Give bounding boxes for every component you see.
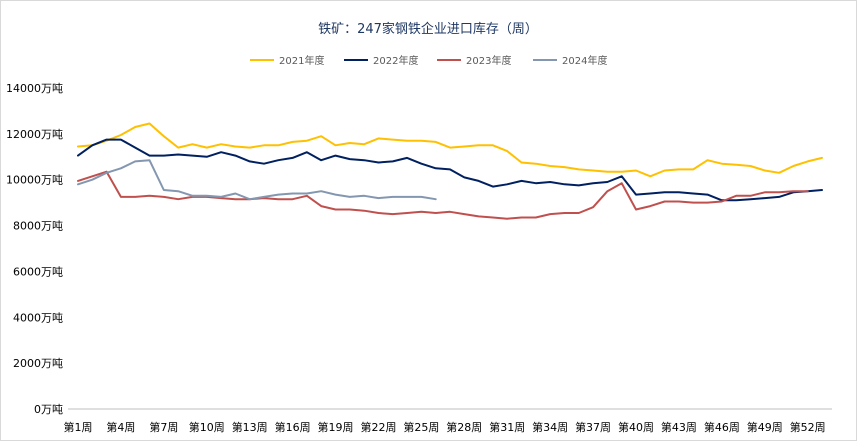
y-tick-label: 10000万吨 bbox=[6, 174, 63, 187]
legend-label: 2024年度 bbox=[562, 54, 607, 67]
x-tick-label: 第49周 bbox=[747, 420, 783, 434]
y-tick-label: 14000万吨 bbox=[6, 82, 63, 95]
x-tick-label: 第34周 bbox=[532, 420, 568, 434]
y-tick-label: 6000万吨 bbox=[13, 265, 63, 278]
chart-legend: 2021年度 2022年度 2023年度 2024年度 bbox=[250, 54, 607, 67]
x-tick-label: 第16周 bbox=[275, 420, 311, 434]
x-tick-label: 第10周 bbox=[189, 420, 225, 434]
y-tick-label: 12000万吨 bbox=[6, 128, 63, 141]
x-tick-label: 第19周 bbox=[318, 420, 354, 434]
x-tick-label: 第46周 bbox=[704, 420, 740, 434]
x-tick-label: 第28周 bbox=[446, 420, 482, 434]
legend-label: 2023年度 bbox=[466, 54, 511, 67]
y-axis: 0万吨 2000万吨 4000万吨 6000万吨 8000万吨 10000万吨 12000万… bbox=[6, 82, 63, 416]
legend-item: 2022年度 bbox=[344, 54, 418, 67]
x-tick-label: 第13周 bbox=[232, 420, 268, 434]
series-line bbox=[77, 122, 823, 178]
legend-item: 2021年度 bbox=[250, 54, 324, 67]
x-tick-label: 第43周 bbox=[661, 420, 697, 434]
x-tick-label: 第37周 bbox=[575, 420, 611, 434]
x-tick-label: 第52周 bbox=[790, 420, 826, 434]
legend-item: 2023年度 bbox=[437, 54, 511, 67]
legend-label: 2022年度 bbox=[373, 54, 418, 67]
x-tick-label: 第25周 bbox=[403, 420, 439, 434]
series-line bbox=[77, 159, 437, 201]
legend-item: 2024年度 bbox=[533, 54, 607, 67]
x-axis: 第1周 第4周 第7周 第10周 第13周 第16周 第19周 第22周 第25周 第28周 第31… bbox=[64, 408, 832, 434]
series-line bbox=[77, 138, 823, 202]
x-tick-label: 第40周 bbox=[618, 420, 654, 434]
x-tick-label: 第7周 bbox=[149, 420, 178, 434]
legend-label: 2021年度 bbox=[279, 54, 324, 67]
y-tick-label: 0万吨 bbox=[34, 403, 63, 416]
x-tick-label: 第4周 bbox=[106, 420, 135, 434]
y-tick-label: 2000万吨 bbox=[13, 357, 63, 370]
x-tick-label: 第22周 bbox=[360, 420, 396, 434]
y-tick-label: 8000万吨 bbox=[13, 220, 63, 233]
x-tick-label: 第31周 bbox=[489, 420, 525, 434]
x-tick-label: 第1周 bbox=[64, 420, 93, 434]
chart-title: 铁矿：247家钢铁企业进口库存（周） bbox=[318, 21, 538, 37]
plot-area bbox=[77, 122, 823, 220]
series-line bbox=[77, 170, 809, 220]
y-tick-label: 4000万吨 bbox=[13, 311, 63, 324]
